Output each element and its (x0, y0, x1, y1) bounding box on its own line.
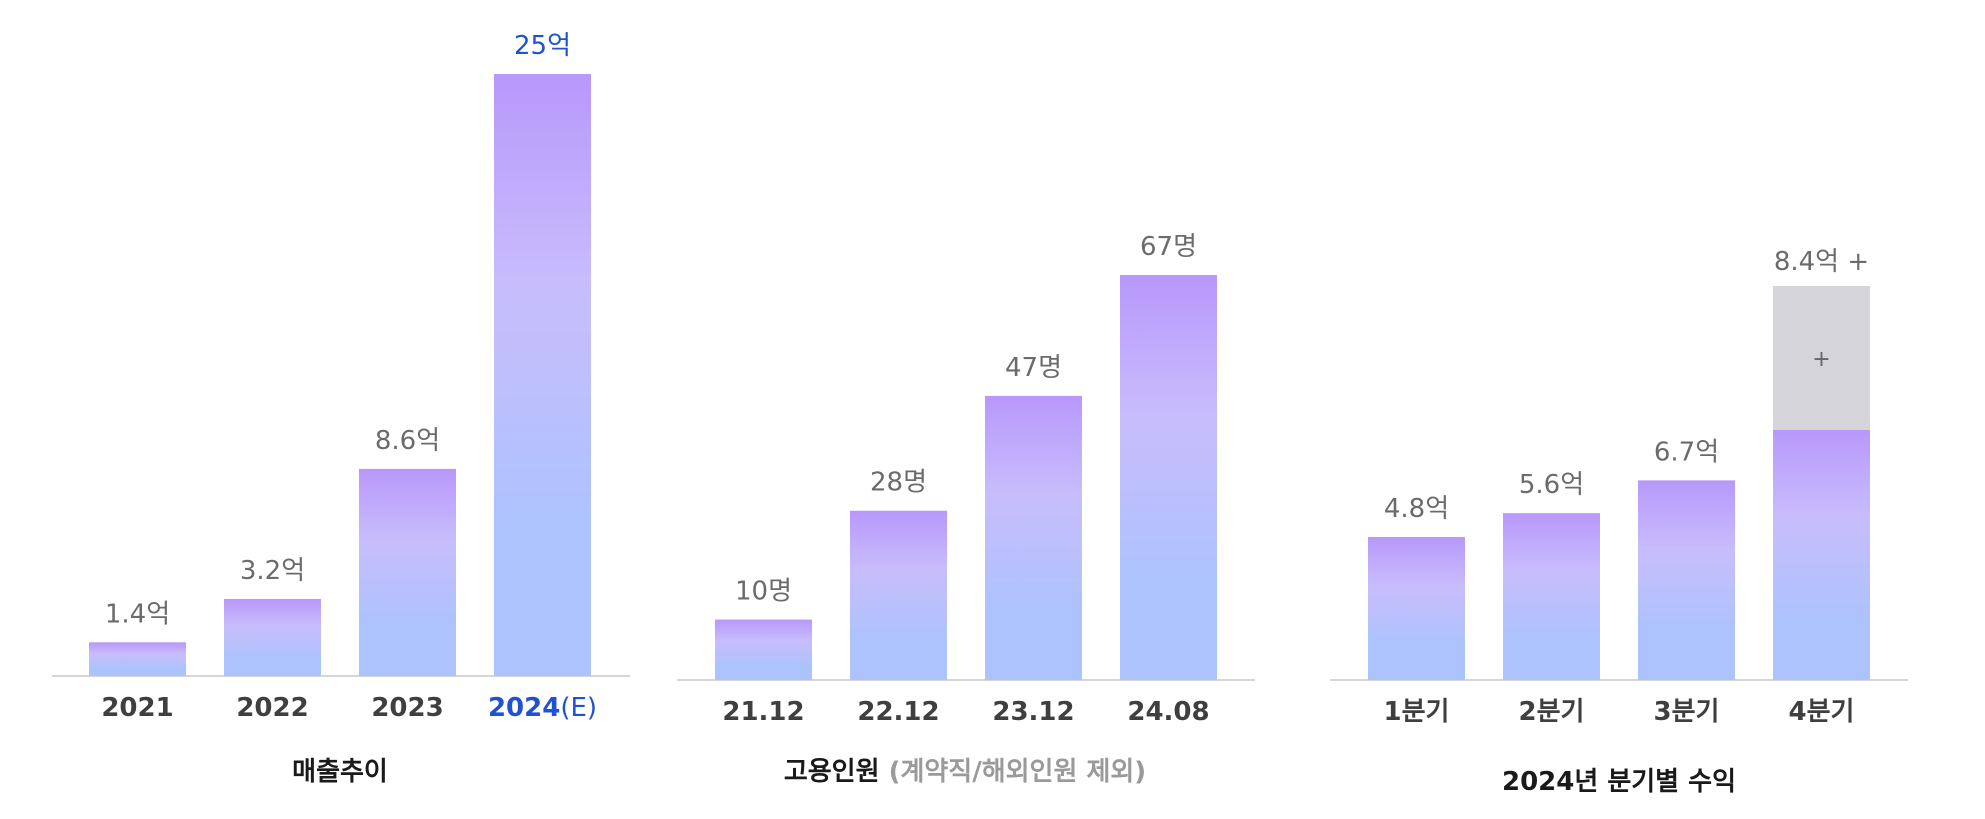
value-label: 8.4억 + (1774, 247, 1869, 277)
tick-label: 2024(E) (488, 693, 597, 723)
value-label: 25억 (514, 31, 571, 61)
bar-3분기 (1638, 480, 1735, 680)
employees-chart: 10명 21.12 28명 22.12 47명 23.12 67명 24.08 고용인원 (계약… (677, 232, 1255, 787)
value-label: 28명 (870, 468, 927, 498)
tick-label: 24.08 (1127, 697, 1209, 727)
value-label: 67명 (1140, 232, 1197, 262)
sales-trend-chart: 1.4억 2021 3.2억 2022 8.6억 2023 25억 2024(E) 매출추이 (52, 31, 630, 787)
tick-label: 2분기 (1519, 697, 1585, 727)
quarterly-revenue-chart: 4.8억 1분기 5.6억 2분기 6.7억 3분기 +8.4억 + 4분기 2024년 분기별… (1330, 247, 1908, 797)
bar-2022 (224, 598, 321, 676)
tick-label: 2021 (101, 693, 173, 723)
bar-24.08 (1120, 275, 1217, 680)
value-label: 8.6억 (375, 426, 440, 456)
tick-label: 2023 (371, 693, 443, 723)
value-label: 4.8억 (1384, 494, 1449, 524)
tick-label: 3분기 (1654, 697, 1720, 727)
value-label: 47명 (1005, 353, 1062, 383)
tick-label: 23.12 (992, 697, 1074, 727)
bar-2024 (494, 74, 591, 676)
chart-title: 매출추이 (292, 757, 388, 787)
value-label: 3.2억 (240, 556, 305, 586)
value-label: 10명 (735, 577, 792, 607)
additional-segment-label: + (1812, 347, 1830, 372)
bar-2023 (359, 468, 456, 676)
bar-4분기 (1773, 429, 1870, 680)
value-label: 6.7억 (1654, 437, 1719, 467)
bar-additional-segment (1773, 286, 1870, 430)
chart-title: 2024년 분기별 수익 (1502, 767, 1736, 797)
bar-23.12 (985, 395, 1082, 680)
tick-label: 22.12 (857, 697, 939, 727)
value-label: 1.4억 (105, 599, 170, 629)
value-label: 5.6억 (1519, 470, 1584, 500)
bar-2분기 (1503, 513, 1600, 680)
tick-label: 1분기 (1384, 697, 1450, 727)
bar-22.12 (850, 510, 947, 680)
tick-label: 4분기 (1789, 697, 1855, 727)
bar-21.12 (715, 619, 812, 680)
bar-2021 (89, 642, 186, 676)
chart-title: 고용인원 (계약직/해외인원 제외) (784, 757, 1146, 787)
tick-label: 2022 (236, 693, 308, 723)
bar-1분기 (1368, 537, 1465, 680)
tick-label: 21.12 (722, 697, 804, 727)
